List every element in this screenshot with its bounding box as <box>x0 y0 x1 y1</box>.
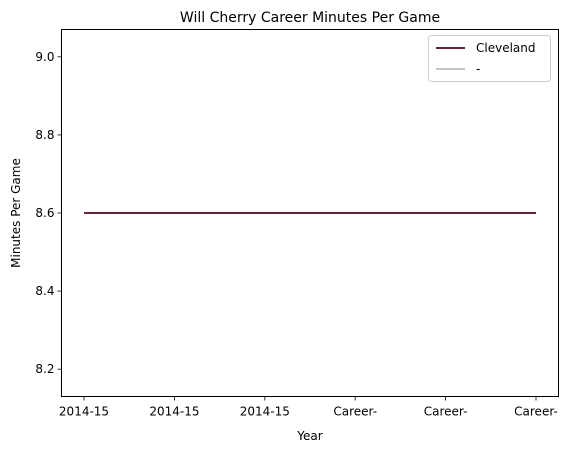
x-tick-label: 2014-15 <box>149 405 199 419</box>
x-tick-label: Career- <box>514 405 558 419</box>
x-axis-label: Year <box>296 429 322 443</box>
legend: Cleveland - <box>428 35 551 82</box>
y-axis-label: Minutes Per Game <box>9 158 23 268</box>
y-tick-label: 8.6 <box>35 206 54 220</box>
y-tick-label: 8.8 <box>35 128 54 142</box>
legend-label: - <box>476 62 480 76</box>
y-axis: 8.2 8.4 8.6 8.8 9.0 <box>35 50 62 376</box>
x-tick-label: 2014-15 <box>240 405 290 419</box>
x-tick-label: Career- <box>424 405 468 419</box>
legend-label: Cleveland <box>476 41 536 55</box>
chart-title: Will Cherry Career Minutes Per Game <box>180 10 440 26</box>
y-tick-label: 8.2 <box>35 362 54 376</box>
y-tick-label: 8.4 <box>35 284 54 298</box>
x-tick-label: Career- <box>333 405 377 419</box>
y-tick-label: 9.0 <box>35 50 54 64</box>
x-axis: 2014-15 2014-15 2014-15 Career- Career- Caree… <box>59 396 558 419</box>
x-tick-label: 2014-15 <box>59 405 109 419</box>
